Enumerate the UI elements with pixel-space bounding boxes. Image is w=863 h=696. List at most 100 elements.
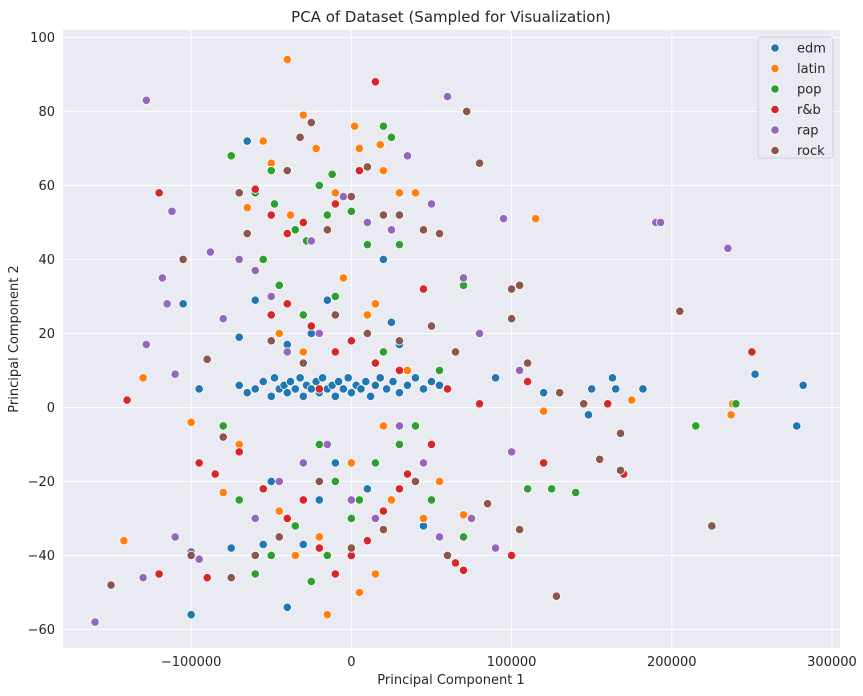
data-point-pop — [394, 439, 405, 450]
data-point-pop — [290, 225, 300, 235]
data-point-rap — [170, 369, 180, 379]
data-point-pop — [571, 487, 581, 498]
data-point-edm — [322, 295, 332, 305]
data-point-pop — [434, 365, 445, 376]
data-point-rb — [210, 469, 220, 479]
data-point-edm — [178, 299, 188, 309]
data-point-rock — [362, 162, 372, 172]
data-point-edm — [611, 384, 621, 394]
legend-label: pop — [797, 83, 821, 98]
data-point-pop — [322, 550, 332, 561]
data-point-rap — [458, 273, 469, 283]
data-point-rb — [418, 284, 429, 294]
y-tick-label: 40 — [38, 253, 55, 268]
legend-marker — [770, 104, 780, 115]
data-point-rock — [506, 284, 517, 294]
data-point-rock — [250, 550, 260, 561]
data-point-edm — [250, 295, 260, 305]
legend-marker — [770, 125, 780, 135]
data-point-rb — [458, 565, 469, 575]
data-point-edm — [298, 539, 308, 549]
data-point-edm — [410, 373, 421, 383]
data-point-rock — [178, 254, 188, 265]
data-point-latin — [285, 210, 296, 220]
data-point-edm — [346, 388, 356, 398]
data-point-rock — [362, 328, 372, 339]
data-point-rb — [314, 384, 324, 394]
data-point-latin — [362, 310, 372, 320]
y-tick-labels: −60 −40 −20 0 20 40 60 80 100 — [28, 31, 55, 638]
data-point-edm — [306, 384, 316, 394]
data-point-rap — [655, 217, 666, 228]
data-point-pop — [330, 291, 340, 302]
data-point-edm — [382, 384, 392, 394]
data-point-edm — [282, 388, 292, 398]
data-point-rb — [258, 484, 268, 494]
data-point-rap — [498, 214, 509, 224]
data-point-rb — [370, 77, 381, 87]
data-point-rap — [370, 513, 381, 524]
data-point-latin — [370, 299, 381, 309]
data-point-rb — [474, 399, 485, 409]
data-point-pop — [274, 280, 284, 290]
data-point-edm — [242, 388, 252, 398]
data-point-edm — [365, 391, 376, 401]
data-point-rock — [579, 399, 589, 409]
data-point-pop — [250, 569, 260, 579]
data-point-latin — [330, 188, 340, 198]
data-point-rb — [354, 166, 364, 176]
data-point-rap — [442, 92, 453, 102]
legend-marker — [770, 63, 780, 74]
data-point-rock — [615, 465, 626, 475]
data-point-pop — [370, 458, 381, 468]
data-point-rap — [167, 206, 177, 216]
legend-marker — [770, 145, 780, 156]
data-point-pop — [547, 484, 557, 494]
y-tick-label: 20 — [38, 327, 55, 342]
data-point-rock — [462, 106, 472, 117]
data-point-edm — [333, 376, 344, 387]
data-point-rap — [474, 328, 485, 339]
legend-label: r&b — [797, 103, 821, 118]
y-tick-label: 80 — [38, 105, 55, 120]
data-point-rb — [522, 376, 533, 387]
data-point-rap — [418, 458, 429, 468]
data-point-edm — [314, 495, 324, 505]
legend: edm latin pop r&b rap rock — [757, 36, 834, 159]
data-point-edm — [290, 384, 300, 394]
data-point-edm — [234, 380, 244, 390]
data-point-edm — [378, 254, 389, 265]
data-point-rock — [426, 321, 437, 331]
data-point-latin — [402, 365, 413, 376]
data-point-latin — [539, 406, 549, 416]
data-point-rap — [157, 273, 167, 283]
x-axis-label: Principal Component 1 — [377, 673, 524, 688]
legend-label: rock — [797, 144, 825, 159]
data-point-rock — [274, 532, 284, 542]
data-point-rap — [490, 543, 501, 553]
data-point-latin — [298, 347, 308, 357]
data-point-rb — [370, 358, 381, 368]
data-point-rap — [90, 617, 100, 627]
data-point-edm — [434, 380, 445, 390]
data-point-rap — [234, 254, 244, 265]
data-point-rb — [282, 513, 292, 524]
data-point-rap — [322, 439, 332, 450]
data-point-latin — [346, 458, 356, 468]
data-point-pop — [330, 476, 340, 487]
data-point-latin — [119, 536, 129, 546]
data-point-rap — [266, 291, 276, 302]
data-point-rock — [322, 225, 332, 235]
legend-label: latin — [797, 62, 826, 77]
x-tick-label: 200000 — [647, 655, 697, 670]
data-point-pop — [226, 151, 236, 161]
data-point-rock — [595, 454, 605, 464]
data-point-pop — [327, 169, 337, 179]
data-point-rap — [514, 365, 525, 376]
data-point-rock — [675, 306, 685, 316]
data-point-rock — [218, 432, 228, 442]
data-point-rock — [314, 476, 324, 487]
data-point-edm — [266, 476, 276, 487]
data-point-rock — [474, 158, 485, 168]
